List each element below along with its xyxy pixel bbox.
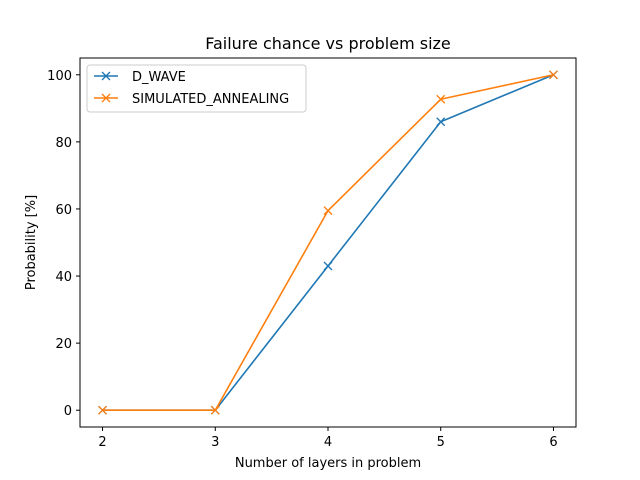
x-tick-label: 4 [324, 435, 332, 450]
legend-entry: D_WAVE [94, 70, 186, 85]
legend-entry: SIMULATED_ANNEALING [94, 92, 289, 107]
y-tick-label: 80 [55, 136, 72, 151]
legend-label: SIMULATED_ANNEALING [132, 92, 289, 107]
axes-frame [79, 57, 577, 428]
data-point [210, 405, 220, 415]
y-tick-label: 20 [55, 337, 72, 352]
plot-area [98, 70, 558, 415]
legend-label: D_WAVE [132, 70, 186, 85]
data-point [436, 117, 446, 127]
legend: D_WAVE SIMULATED_ANNEALING [86, 64, 307, 113]
x-tick-label: 6 [549, 435, 557, 450]
legend-marker [101, 93, 111, 103]
y-tick-label: 0 [64, 404, 72, 419]
x-axis-label: Number of layers in problem [235, 456, 421, 471]
series-simulated-annealing [98, 70, 558, 415]
series-line [102, 73, 554, 412]
x-tick-label: 3 [211, 435, 219, 450]
legend-box [86, 64, 307, 113]
x-tick-label: 2 [98, 435, 106, 450]
x-tick-label: 5 [437, 435, 445, 450]
data-point [98, 405, 108, 415]
series-line [102, 74, 554, 412]
x-axis: 2 3 4 5 6 [98, 427, 558, 450]
chart-title: Failure chance vs problem size [205, 34, 451, 53]
legend-marker [101, 71, 111, 81]
y-tick-label: 40 [55, 270, 72, 285]
data-point [548, 70, 558, 80]
data-point [436, 94, 446, 104]
y-axis: 0 20 40 60 80 100 [47, 69, 80, 419]
data-point [323, 206, 333, 216]
series-d-wave [98, 70, 558, 415]
y-axis-label: Probability [%] [24, 195, 39, 290]
data-point [323, 261, 333, 271]
y-tick-label: 60 [55, 203, 72, 218]
y-tick-label: 100 [47, 69, 72, 84]
